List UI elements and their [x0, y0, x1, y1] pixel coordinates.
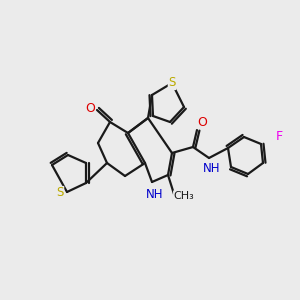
Text: S: S [168, 76, 176, 89]
Text: NH: NH [146, 188, 164, 200]
Text: O: O [197, 116, 207, 128]
Text: NH: NH [203, 161, 221, 175]
Text: S: S [56, 187, 64, 200]
Text: CH₃: CH₃ [174, 191, 194, 201]
Text: F: F [275, 130, 283, 142]
Text: O: O [85, 101, 95, 115]
